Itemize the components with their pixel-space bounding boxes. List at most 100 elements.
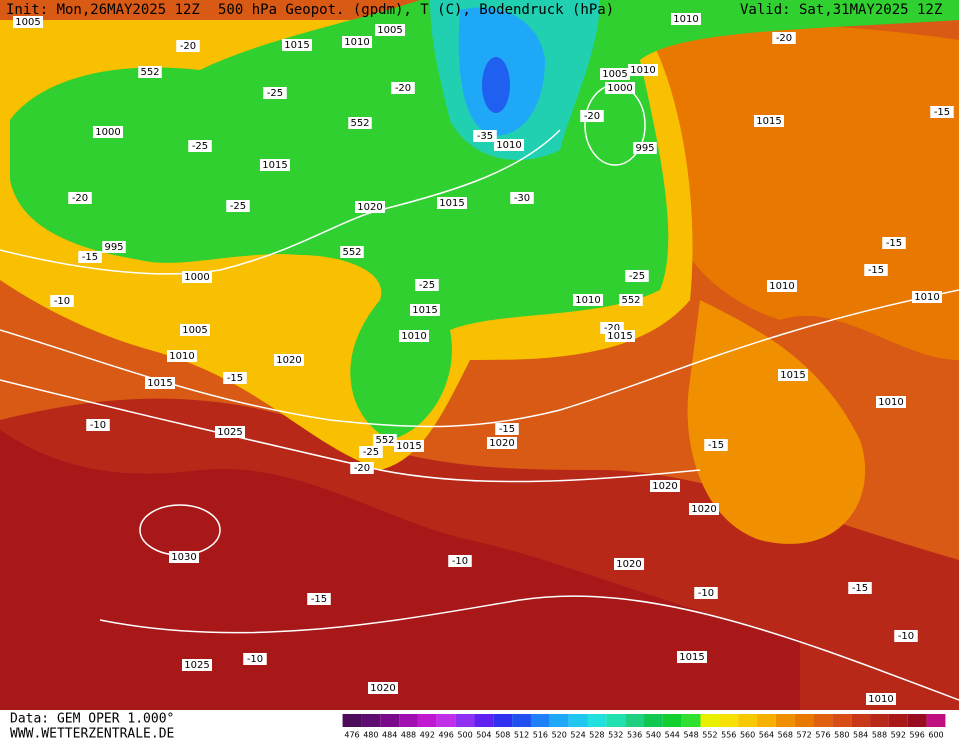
legend-label: 596 xyxy=(910,731,925,740)
contour-label: -15 xyxy=(934,107,950,118)
contour-label: -15 xyxy=(82,252,98,263)
label-box xyxy=(391,82,415,94)
legend-swatch xyxy=(926,714,946,727)
contour-label: -10 xyxy=(898,631,914,642)
legend-label: 592 xyxy=(891,731,906,740)
legend-swatch xyxy=(530,714,550,727)
label-box xyxy=(495,423,519,435)
legend-label: 504 xyxy=(476,731,491,740)
legend-swatch xyxy=(455,714,475,727)
site: WWW.WETTERZENTRALE.DE xyxy=(10,727,174,741)
legend-swatch xyxy=(474,714,494,727)
legend-label: 536 xyxy=(627,731,642,740)
legend-label: 516 xyxy=(533,731,548,740)
contour-label: -25 xyxy=(267,88,283,99)
label-box xyxy=(182,271,212,283)
legend-label: 588 xyxy=(872,731,887,740)
legend-label: 552 xyxy=(702,731,717,740)
label-box xyxy=(510,192,534,204)
contour-label: -20 xyxy=(180,41,196,52)
label-box xyxy=(169,551,199,563)
contour-label: -25 xyxy=(192,141,208,152)
contour-label: 1000 xyxy=(95,127,120,138)
label-box xyxy=(894,630,918,642)
label-box xyxy=(600,68,630,80)
legend-label: 560 xyxy=(740,731,755,740)
legend-label: 528 xyxy=(589,731,604,740)
contour-label: 1010 xyxy=(878,397,903,408)
legend-label: 564 xyxy=(759,731,774,740)
data-source: Data: GEM OPER 1.000° xyxy=(10,712,174,727)
legend-swatch xyxy=(662,714,682,727)
contour-label: 1020 xyxy=(691,504,716,515)
label-box xyxy=(677,651,707,663)
contour-label: 1010 xyxy=(496,140,521,151)
contour-label: 1015 xyxy=(284,40,309,51)
field-hot xyxy=(0,430,800,710)
label-box xyxy=(633,142,657,154)
legend-swatch xyxy=(549,714,569,727)
legend-swatch xyxy=(399,714,418,727)
legend-label: 572 xyxy=(796,731,811,740)
contour-label: 1015 xyxy=(679,652,704,663)
contour-label: 1015 xyxy=(147,378,172,389)
contour-label: 1020 xyxy=(357,202,382,213)
legend-swatch xyxy=(851,714,871,727)
contour-label: 1015 xyxy=(780,370,805,381)
label-box xyxy=(394,440,424,452)
legend-swatch xyxy=(606,714,626,727)
legend-label: 548 xyxy=(683,731,698,740)
label-box xyxy=(86,419,110,431)
label-box xyxy=(437,197,467,209)
contour-label: 1010 xyxy=(344,37,369,48)
contour-label: -10 xyxy=(90,420,106,431)
contour-label: 1000 xyxy=(184,272,209,283)
legend-label: 508 xyxy=(495,731,510,740)
contour-label: 1020 xyxy=(276,355,301,366)
contour-label: 1020 xyxy=(489,438,514,449)
label-box xyxy=(188,140,212,152)
field-east xyxy=(640,25,959,360)
contour-label: -25 xyxy=(363,447,379,458)
label-box xyxy=(167,350,197,362)
label-box xyxy=(350,462,374,474)
label-box xyxy=(625,270,649,282)
legend-label: 484 xyxy=(382,731,397,740)
contour-label: 1010 xyxy=(575,295,600,306)
label-box xyxy=(215,426,245,438)
contour-label: -20 xyxy=(395,83,411,94)
contour-label: 552 xyxy=(350,118,369,129)
label-box xyxy=(473,130,497,142)
label-box xyxy=(223,372,247,384)
contour-label: -15 xyxy=(499,424,515,435)
field-core xyxy=(482,57,510,113)
label-box xyxy=(876,396,906,408)
contour-label: -10 xyxy=(247,654,263,665)
legend-label: 532 xyxy=(608,731,623,740)
label-box xyxy=(340,246,364,258)
contour-label: 1005 xyxy=(182,325,207,336)
legend-swatch xyxy=(512,714,531,727)
legend-swatch xyxy=(361,714,381,727)
label-box xyxy=(415,279,439,291)
legend-swatch xyxy=(493,714,513,727)
legend-label: 524 xyxy=(570,731,585,740)
contour-label: 1005 xyxy=(15,17,40,28)
label-box xyxy=(102,241,126,253)
label-box xyxy=(342,36,372,48)
legend-swatch xyxy=(568,714,588,727)
legend-label: 540 xyxy=(646,731,661,740)
legend-swatch xyxy=(907,714,927,727)
legend-swatch xyxy=(644,714,663,727)
contour-label: -25 xyxy=(230,201,246,212)
legend-swatch xyxy=(775,714,795,727)
label-box xyxy=(605,330,635,342)
legend-swatch xyxy=(888,714,908,727)
legend-swatch xyxy=(794,714,814,727)
contour-label: 552 xyxy=(621,295,640,306)
contour-label: -25 xyxy=(629,271,645,282)
label-box xyxy=(848,582,872,594)
legend-label: 584 xyxy=(853,731,868,740)
legend-swatch xyxy=(342,714,362,727)
